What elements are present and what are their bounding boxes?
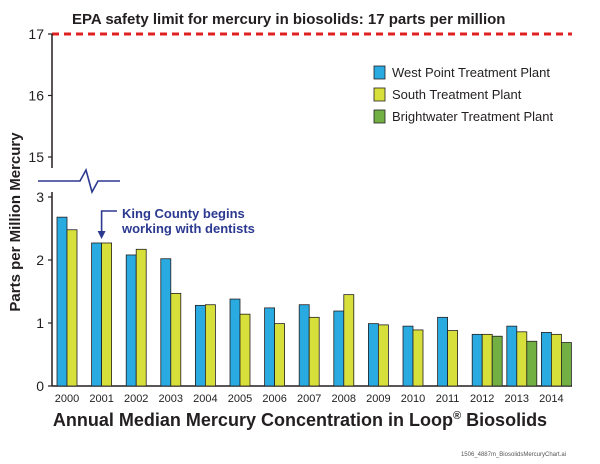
x-tick-label: 2005 [228,393,252,405]
bar-south-2005 [239,313,251,387]
x-tick-label: 2009 [366,393,390,405]
x-tick-label: 2004 [193,393,217,405]
bar-south-2002 [135,248,147,387]
x-tick-label: 2014 [539,393,563,405]
annotation-line-1: King County begins [122,206,245,221]
x-tick-label: 2006 [262,393,286,405]
legend-swatch-west-point [373,65,386,80]
bar-west-point-2009 [367,323,379,387]
axis-break-icon [38,167,120,195]
bar-south-2003 [170,292,182,387]
bar-west-point-2011 [437,316,449,387]
bar-west-point-2000 [56,216,68,387]
bar-west-point-2013 [506,325,518,387]
file-label: 1506_4887m_BiosolidsMercuryChart.ai [461,452,566,458]
x-tick-label: 2007 [297,393,321,405]
bar-south-2014 [551,333,562,387]
x-tick-label: 2010 [401,393,425,405]
bar-west-point-2006 [264,307,276,387]
bar-south-2001 [101,242,112,387]
bar-south-2008 [343,294,355,387]
bar-west-point-2008 [333,310,345,387]
legend: West Point Treatment Plant South Treatmen… [373,65,554,124]
annotation: King County begins working with dentists [97,206,255,239]
bar-south-2010 [412,329,424,387]
bar-west-point-2014 [541,332,552,387]
legend-swatch-south [373,87,386,102]
bar-south-2000 [66,229,78,387]
bar-south-2007 [308,316,320,387]
chart-title: Annual Median Mercury Concentration in L… [53,410,547,430]
bar-west-point-2010 [402,325,414,387]
x-tick-label: 2001 [89,393,113,405]
bar-west-point-2004 [194,304,206,387]
y-axis-label: Parts per Million Mercury [7,132,24,312]
annotation-arrowhead [97,230,106,239]
chart-title-main: Annual Median Mercury Concentration in L… [53,410,453,430]
legend-label: Brightwater Treatment Plant [392,109,554,124]
bar-south-2011 [447,330,459,387]
bar-south-2009 [377,324,389,387]
legend-swatch-brightwater [373,109,386,124]
bar-west-point-2003 [160,258,172,387]
legend-label: South Treatment Plant [392,87,522,102]
bar-south-2004 [204,304,216,387]
x-tick-label: 2003 [159,393,183,405]
x-tick-label: 2000 [55,393,79,405]
y-tick-label: 15 [28,149,44,165]
y-tick-label: 0 [36,378,44,394]
x-tick-label: 2013 [505,393,529,405]
bar-west-point-2012 [471,333,483,387]
chart-title-superscript: ® [453,410,461,422]
annotation-line-2: working with dentists [121,221,255,236]
bar-south-2006 [274,323,286,387]
y-tick-label: 1 [36,315,44,331]
limit-label: EPA safety limit for mercury in biosolid… [72,11,505,28]
bar-west-point-2001 [91,242,102,387]
y-tick-label: 17 [28,26,44,42]
x-tick-labels: 2000 2001 2002 2003 2004 2005 2006 2007 2008 2009… [55,393,564,405]
legend-label: West Point Treatment Plant [392,65,550,80]
y-tick-label: 16 [28,88,44,104]
y-tick-label: 3 [36,189,44,205]
bar-brightwater-2012 [491,335,503,387]
bar-west-point-2005 [229,298,241,387]
x-tick-label: 2008 [332,393,356,405]
bar-brightwater-2014 [561,342,572,387]
y-tick-label: 2 [36,252,44,268]
bar-west-point-2007 [298,304,310,387]
bar-south-2012 [481,333,493,387]
x-tick-label: 2002 [124,393,148,405]
bar-brightwater-2013 [526,340,538,387]
chart-title-suffix: Biosolids [461,410,547,430]
bars [56,216,572,387]
x-tick-label: 2012 [470,393,494,405]
x-tick-label: 2011 [436,393,460,405]
bar-south-2013 [516,331,528,387]
annotation-arrow [100,210,117,233]
bar-west-point-2002 [125,254,137,387]
